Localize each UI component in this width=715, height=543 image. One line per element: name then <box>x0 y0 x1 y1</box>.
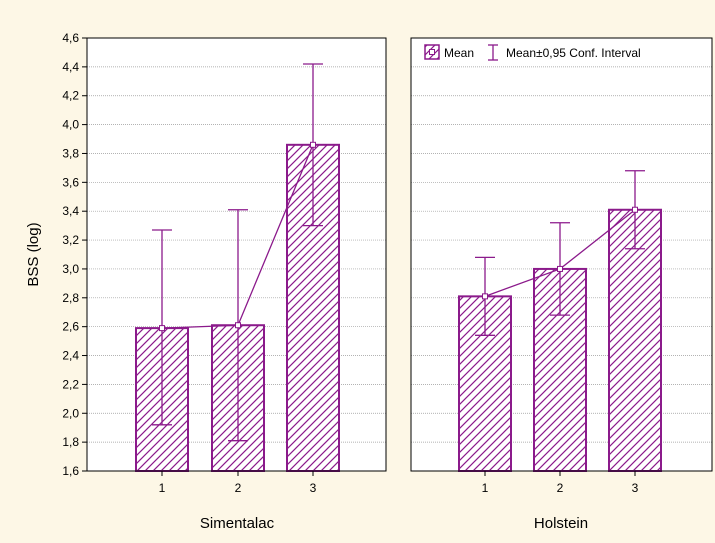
panel-title: Holstein <box>534 515 588 532</box>
panel-title: Simentalac <box>200 515 275 532</box>
legend-mean-marker <box>429 49 435 55</box>
y-tick-label: 3,2 <box>62 233 79 247</box>
mean-point <box>159 325 165 332</box>
x-tick-label: 3 <box>632 481 639 495</box>
mean-point <box>632 206 638 213</box>
y-tick-label: 1,6 <box>62 464 79 478</box>
x-tick-label: 2 <box>557 481 564 495</box>
mean-point <box>310 141 316 148</box>
mean-point <box>235 322 241 329</box>
x-tick-label: 1 <box>482 481 489 495</box>
y-tick-label: 2,0 <box>62 406 79 420</box>
x-tick-label: 2 <box>235 481 242 495</box>
y-tick-label: 4,6 <box>62 31 79 45</box>
y-tick-label: 4,2 <box>62 89 79 103</box>
y-tick-label: 3,4 <box>62 204 79 218</box>
y-tick-label: 4,4 <box>62 60 79 74</box>
x-tick-label: 1 <box>159 481 166 495</box>
y-tick-label: 4,0 <box>62 118 79 132</box>
y-tick-label: 2,6 <box>62 320 79 334</box>
legend-ci-label: Mean±0,95 Conf. Interval <box>506 46 641 60</box>
plot-frame <box>86 37 387 472</box>
bar <box>608 208 662 473</box>
y-tick-label: 2,4 <box>62 349 79 363</box>
y-tick-label: 3,6 <box>62 175 79 189</box>
y-tick-label: 2,8 <box>62 291 79 305</box>
plot-frame <box>410 37 713 472</box>
panel-holstein: 1 2 3 Holstein <box>410 37 713 532</box>
y-tick-label: 2,2 <box>62 377 79 391</box>
y-axis-title: BSS (log) <box>25 222 42 286</box>
mean-point <box>557 265 563 272</box>
y-tick-label: 1,8 <box>62 435 79 449</box>
y-tick-label: 3,8 <box>62 146 79 160</box>
y-tick-label: 3,0 <box>62 262 79 276</box>
legend: Mean Mean±0,95 Conf. Interval <box>424 44 641 61</box>
panel-simentalac: 1 2 3 Simentalac <box>86 37 387 532</box>
legend-mean-label: Mean <box>444 46 474 60</box>
mean-point <box>482 293 488 300</box>
x-tick-label: 3 <box>310 481 317 495</box>
